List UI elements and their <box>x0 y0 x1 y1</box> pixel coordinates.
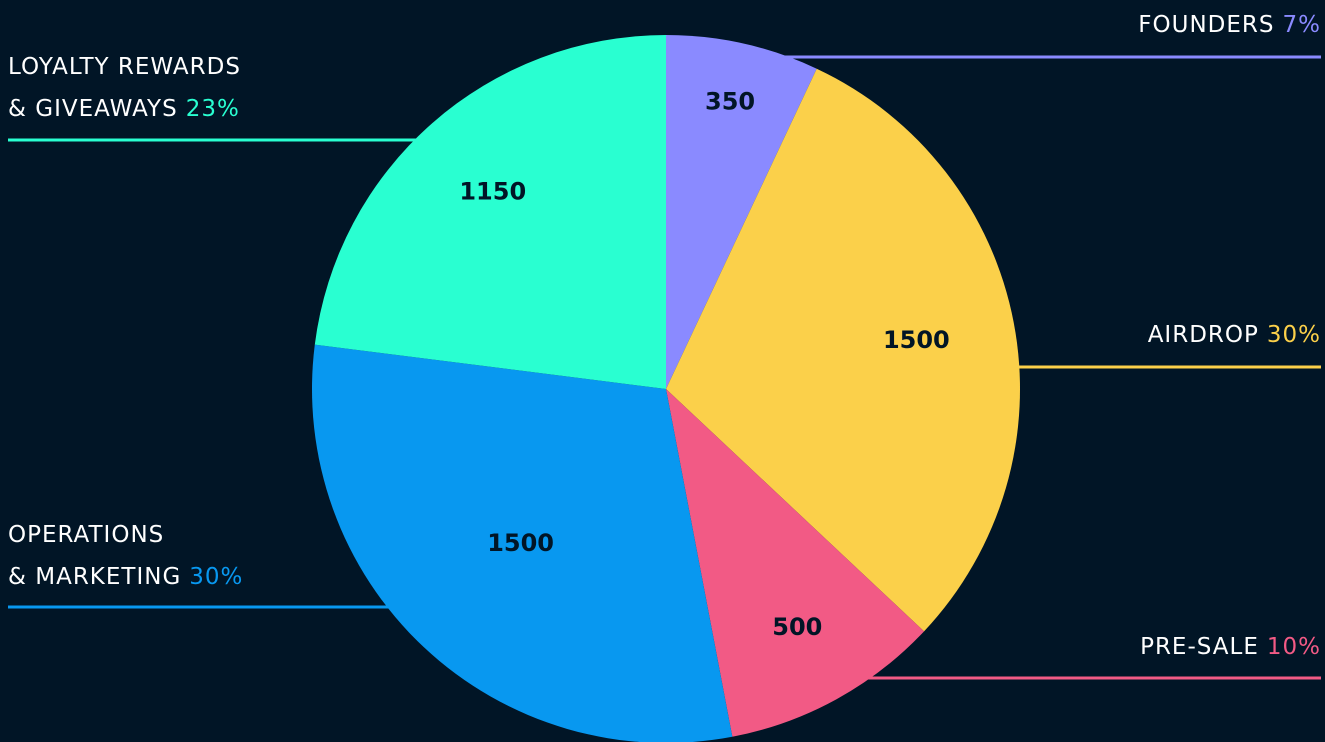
slice-value-pre-sale: 500 <box>772 613 822 641</box>
pie-slice-pre-sale <box>666 389 925 737</box>
legend-percent: 23% <box>185 96 240 122</box>
legend-percent: 30% <box>189 564 244 590</box>
pie-slice-loyalty-rewards <box>314 35 666 389</box>
legend-founders: FOUNDERS 7% <box>1138 4 1321 46</box>
legend-percent: 30% <box>1266 322 1321 348</box>
legend-label-line-2: & MARKETING <box>8 564 182 590</box>
pie-slice-airdrop <box>666 68 1020 632</box>
legend-percent: 10% <box>1266 634 1321 660</box>
slice-value-loyalty-rewards: 1150 <box>459 178 526 206</box>
pie-slice-founders <box>666 35 817 389</box>
legend-label-line-1: OPERATIONS <box>8 522 165 548</box>
legend-label: FOUNDERS <box>1138 12 1275 38</box>
legend-airdrop: AIRDROP 30% <box>1148 314 1321 356</box>
legend-loyalty-rewards: LOYALTY REWARDS & GIVEAWAYS 23% <box>8 46 241 130</box>
legend-pre-sale: PRE-SALE 10% <box>1140 626 1321 668</box>
legend-label: AIRDROP <box>1147 322 1259 348</box>
slice-value-operations-marketing: 1500 <box>487 529 554 557</box>
legend-operations-marketing: OPERATIONS & MARKETING 30% <box>8 514 243 598</box>
legend-label: PRE-SALE <box>1140 634 1259 660</box>
pie-slice-operations-marketing <box>312 344 733 742</box>
legend-percent: 7% <box>1282 12 1321 38</box>
legend-label-line-1: LOYALTY REWARDS <box>8 54 241 80</box>
slice-value-founders: 350 <box>705 87 755 115</box>
slice-value-airdrop: 1500 <box>883 326 950 354</box>
legend-label-line-2: & GIVEAWAYS <box>8 96 178 122</box>
